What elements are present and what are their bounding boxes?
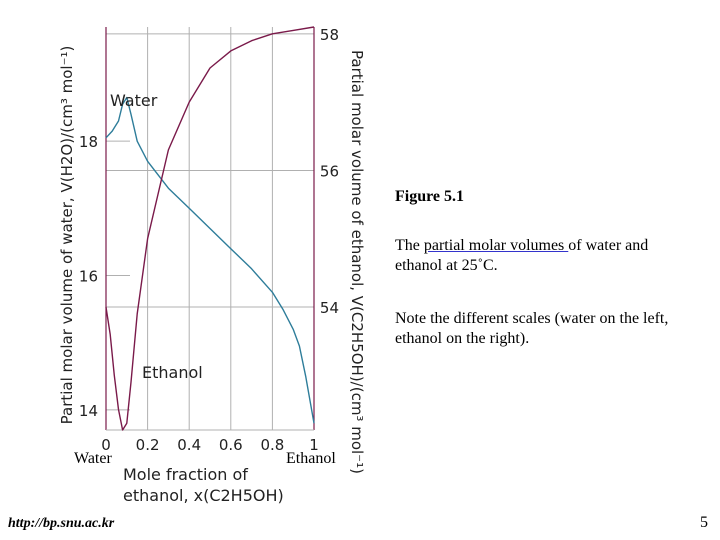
x-tick-label: 0.8 bbox=[260, 436, 284, 454]
chart-axes bbox=[105, 27, 315, 431]
y-left-tick-label: 14 bbox=[79, 402, 98, 420]
y-left-tick-label: 16 bbox=[79, 268, 98, 286]
y-right-tick-label: 54 bbox=[320, 299, 339, 317]
y-right-tick-label: 58 bbox=[320, 26, 339, 44]
figure-title: Figure 5.1 bbox=[395, 188, 465, 205]
y-right-axis-label: Partial molar volume of ethanol, V(C2H5O… bbox=[348, 50, 366, 474]
x-tick-label: 1 bbox=[309, 436, 319, 454]
water-end-label: Water bbox=[74, 450, 112, 467]
x-axis-label-line1: Mole fraction of bbox=[123, 465, 248, 484]
scale-note: Note the different scales (water on the … bbox=[395, 310, 669, 347]
description-suffix: of water and ethanol at 25˚C. bbox=[395, 237, 649, 274]
description-prefix: The bbox=[395, 237, 424, 254]
series-label-ethanol: Ethanol bbox=[142, 363, 203, 382]
footer-url: http://bp.snu.ac.kr bbox=[8, 516, 115, 531]
series-line-ethanol bbox=[105, 26, 315, 431]
chart-tick-labels: 0 0.2 0.4 0.6 0.8 1 14 16 18 54 56 58 bbox=[79, 26, 339, 454]
y-left-axis-label: Partial molar volume of water, V(H2O)/(c… bbox=[58, 46, 76, 425]
figure-description: The partial molar volumes of water and e… bbox=[395, 236, 695, 276]
chart-series bbox=[105, 26, 315, 431]
page-number: 5 bbox=[700, 514, 708, 531]
x-tick-label: 0.2 bbox=[136, 436, 160, 454]
y-right-tick-label: 56 bbox=[320, 162, 339, 180]
series-label-water: Water bbox=[110, 91, 158, 110]
series-line-water bbox=[105, 96, 315, 424]
x-tick-label: 0.4 bbox=[177, 436, 201, 454]
partial-molar-volumes-link[interactable]: partial molar volumes bbox=[423, 237, 569, 254]
x-tick-label: 0.6 bbox=[219, 436, 243, 454]
chart-axis-labels: Water Ethanol Mole fraction of ethanol, x(C… bbox=[58, 46, 366, 505]
ethanol-end-label: Ethanol bbox=[286, 450, 336, 467]
x-tick-label: 0 bbox=[101, 436, 111, 454]
y-left-tick-label: 18 bbox=[79, 133, 98, 151]
x-axis-label-line2: ethanol, x(C2H5OH) bbox=[123, 486, 284, 505]
